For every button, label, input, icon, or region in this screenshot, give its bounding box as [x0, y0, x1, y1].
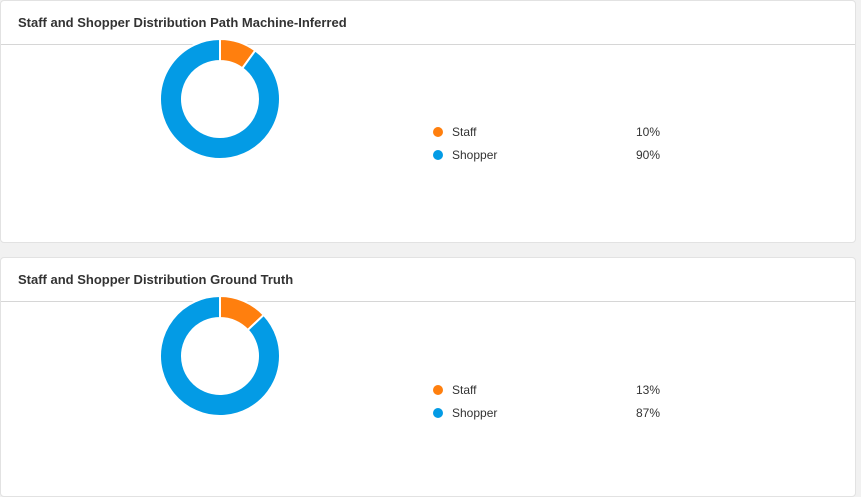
legend-dot-icon [433, 407, 443, 418]
card-title: Staff and Shopper Distribution Ground Tr… [1, 258, 855, 302]
legend-label: Shopper [452, 147, 498, 162]
legend-dot-icon [433, 384, 443, 395]
legend-item-staff[interactable]: Staff 13% [433, 378, 660, 401]
donut-slice-shopper[interactable] [159, 37, 281, 160]
donut-chart [159, 37, 281, 160]
legend-dot-icon [433, 126, 443, 137]
legend-label: Staff [452, 382, 477, 397]
legend-item-shopper[interactable]: Shopper 87% [433, 401, 660, 424]
donut-slice-shopper[interactable] [159, 294, 281, 417]
legend-item-shopper[interactable]: Shopper 90% [433, 143, 660, 166]
legend-label: Shopper [452, 405, 498, 420]
data-label: 10% [636, 124, 661, 139]
legend: Staff 13% Shopper 87% [433, 378, 660, 424]
legend-label: Staff [452, 124, 477, 139]
donut-chart [159, 294, 281, 417]
chart-card-machine-inferred: Staff and Shopper Distribution Path Mach… [0, 0, 856, 243]
card-title: Staff and Shopper Distribution Path Mach… [1, 1, 855, 45]
legend-item-staff[interactable]: Staff 10% [433, 120, 660, 143]
data-label: 90% [636, 147, 661, 162]
legend-dot-icon [433, 149, 443, 160]
data-label: 13% [636, 382, 661, 397]
chart-card-ground-truth: Staff and Shopper Distribution Ground Tr… [0, 257, 856, 497]
legend: Staff 10% Shopper 90% [433, 120, 660, 166]
data-label: 87% [636, 405, 661, 420]
